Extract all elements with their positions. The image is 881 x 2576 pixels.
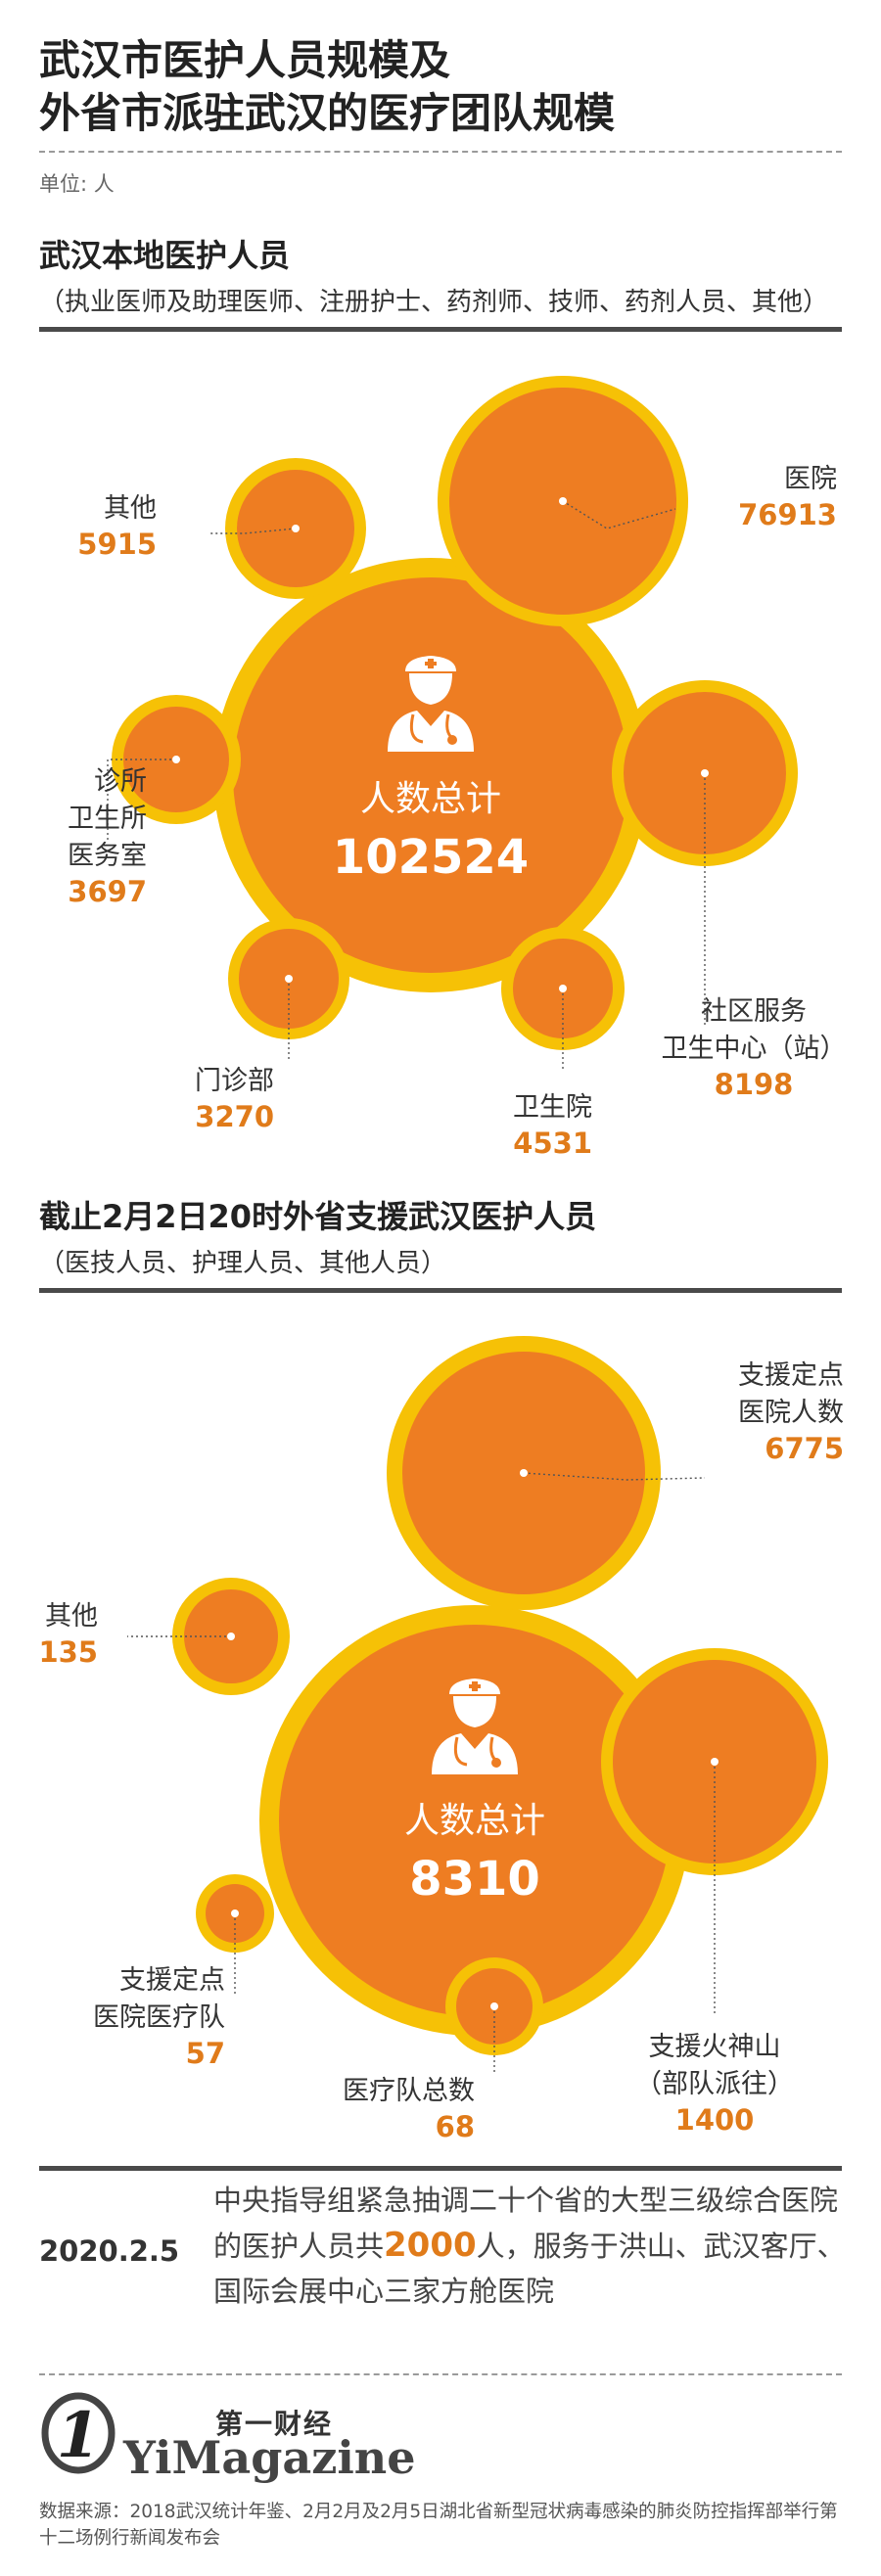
leader2-3-dot	[490, 2002, 498, 2010]
data-source: 数据来源：2018武汉统计年鉴、2月2月及2月5日湖北省新型冠状病毒感染的肺炎防…	[39, 2502, 838, 2549]
section1-subtitle: （执业医师及助理医师、注册护士、药剂师、技师、药剂人员、其他）	[39, 288, 829, 317]
logo-mark: 1	[57, 2399, 101, 2472]
unit-label: 单位: 人	[39, 172, 115, 196]
leader-1-dot	[292, 525, 300, 532]
leader2-4-dot	[711, 1758, 719, 1766]
footer-highlight: 2000	[384, 2226, 477, 2265]
leader-4-dot	[559, 985, 567, 992]
leader-1	[210, 528, 297, 534]
leader2-0	[523, 1472, 706, 1481]
leader-2-dot	[172, 756, 180, 763]
item-4-value: 4531	[513, 1127, 592, 1160]
section2-subtitle: （医技人员、护理人员、其他人员）	[39, 1249, 447, 1278]
item2-3-label-0: 医疗队总数	[343, 2076, 475, 2106]
bubble-chart-support: 支援定点医院人数6775其他135支援定点医院医疗队57医疗队总数68支援火神山…	[38, 1336, 844, 2143]
item-5-value: 8198	[715, 1068, 794, 1101]
total2-label: 人数总计	[404, 1801, 545, 1841]
item-0-value: 76913	[738, 498, 837, 531]
item2-2-label-0: 支援定点	[119, 1965, 225, 1996]
leader2-2-dot	[231, 1909, 239, 1917]
item-4-label-0: 卫生院	[513, 1092, 592, 1123]
item-3-label-0: 门诊部	[195, 1066, 274, 1096]
total-value: 102524	[333, 830, 529, 885]
doctor-icon-2	[432, 1679, 518, 1774]
leader-3-dot	[285, 975, 293, 983]
item2-1-label-0: 其他	[45, 1601, 98, 1632]
footer-rule	[39, 2166, 842, 2171]
footer-divider	[39, 2373, 842, 2375]
item2-4-label-0: 支援火神山	[649, 2032, 781, 2062]
section2-rule	[39, 1288, 842, 1293]
footer-date: 2020.2.5	[39, 2234, 180, 2268]
page-title-line1: 武汉市医护人员规模及	[39, 36, 451, 84]
leader-0-dot	[559, 497, 567, 505]
total-label: 人数总计	[360, 779, 501, 819]
logo-en: YiMagazine	[123, 2431, 416, 2484]
item-2-value: 3697	[68, 875, 147, 908]
footer-text: 中央指导组紧急抽调二十个省的大型三级综合医院的医护人员共2000人，服务于洪山、…	[213, 2178, 850, 2314]
leader-2	[107, 759, 176, 842]
total2-value: 8310	[409, 1852, 540, 1907]
item-0-label-0: 医院	[784, 464, 837, 494]
item-3-value: 3270	[195, 1100, 274, 1133]
item-1-value: 5915	[77, 528, 157, 561]
item2-0-label-0: 支援定点	[738, 1360, 844, 1391]
footer-text-before: 中央指导组紧急抽调二十个省的大型三级综合医院的医护人员共	[213, 2184, 839, 2263]
bubble-total-2	[259, 1605, 690, 2036]
bubble-total	[213, 558, 648, 992]
item-2-label-2: 医务室	[68, 841, 147, 871]
item-1-label-0: 其他	[104, 493, 157, 524]
footer-text-after: 人，服务于洪山、武汉客厅、国际会展中心三家方舱医院	[213, 2230, 846, 2308]
item2-3-value: 68	[436, 2110, 475, 2143]
item-2-label-1: 卫生所	[68, 804, 147, 834]
leader-5-dot	[701, 769, 709, 777]
section1-title: 武汉本地医护人员	[39, 237, 291, 274]
doctor-icon	[388, 656, 474, 752]
divider	[39, 151, 842, 153]
leader2-1-dot	[227, 1633, 235, 1640]
item2-4-value: 1400	[675, 2103, 755, 2137]
yimagazine-logo-icon: 1	[41, 2392, 116, 2474]
section1-rule	[39, 327, 842, 332]
section2-title: 截止2月2日20时外省支援武汉医护人员	[39, 1198, 597, 1235]
leader-0	[562, 500, 676, 529]
leader2-0-dot	[520, 1469, 528, 1477]
item2-2-label-1: 医院医疗队	[93, 2002, 225, 2033]
logo-cn: 第一财经	[215, 2408, 334, 2440]
item2-1-value: 135	[38, 1635, 98, 1669]
item2-0-label-1: 医院人数	[738, 1398, 844, 1428]
item2-2-value: 57	[186, 2037, 225, 2070]
item-2-label-0: 诊所	[94, 766, 147, 797]
item2-0-value: 6775	[765, 1432, 844, 1465]
page-title-line2: 外省市派驻武汉的医疗团队规模	[39, 89, 616, 137]
item-5-label-0: 社区服务	[701, 996, 807, 1027]
item-5-label-1: 卫生中心（站）	[662, 1034, 847, 1064]
item2-4-label-1: （部队派往）	[635, 2069, 794, 2099]
